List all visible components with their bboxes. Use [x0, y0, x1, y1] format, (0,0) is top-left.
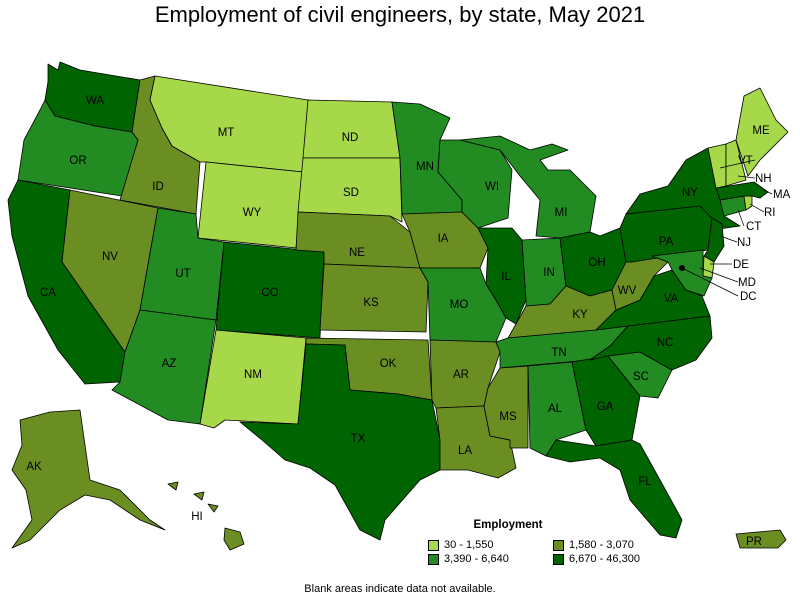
legend-item: 30 - 1,550: [428, 539, 553, 551]
label-RI: RI: [764, 207, 776, 219]
label-IA: IA: [438, 233, 449, 245]
state-AK[interactable]: [11, 409, 166, 549]
hawaii-island-small: [207, 503, 219, 513]
state-ME[interactable]: [735, 87, 789, 177]
legend-label: 1,580 - 3,070: [569, 539, 634, 551]
state-NH[interactable]: [725, 139, 747, 187]
legend-swatch: [428, 539, 439, 551]
label-IL: IL: [501, 271, 511, 283]
legend: Employment 30 - 1,550 1,580 - 3,070 3,39…: [428, 519, 688, 565]
state-MS[interactable]: [483, 365, 529, 449]
label-CT: CT: [746, 221, 761, 233]
label-SD: SD: [343, 187, 359, 199]
legend-swatch: [553, 539, 564, 551]
label-MN: MN: [416, 161, 434, 173]
label-SC: SC: [633, 371, 649, 383]
label-MA: MA: [773, 189, 791, 201]
legend-swatch: [553, 553, 564, 565]
label-WY: WY: [243, 207, 262, 219]
state-IL[interactable]: [477, 227, 527, 325]
legend-grid: 30 - 1,550 1,580 - 3,070 3,390 - 6,640 6…: [428, 539, 688, 565]
label-NM: NM: [244, 369, 262, 381]
label-MT: MT: [218, 127, 235, 139]
label-AR: AR: [453, 369, 469, 381]
label-VT: VT: [738, 155, 753, 167]
label-VA: VA: [664, 293, 679, 305]
state-MD[interactable]: [651, 249, 713, 297]
state-MA[interactable]: [715, 181, 769, 201]
state-WY[interactable]: [197, 161, 304, 249]
label-PA: PA: [659, 236, 674, 248]
label-NH: NH: [755, 173, 772, 185]
label-GA: GA: [597, 401, 614, 413]
label-AL: AL: [548, 403, 563, 415]
label-WI: WI: [485, 181, 499, 193]
state-labels: WA OR CA ID NV MT WY UT AZ CO NM ND SD N…: [26, 95, 790, 548]
label-CO: CO: [261, 287, 278, 299]
label-KY: KY: [572, 309, 588, 321]
state-FL[interactable]: [545, 439, 683, 539]
state-SD[interactable]: [297, 157, 403, 223]
label-AK: AK: [26, 461, 42, 473]
label-KS: KS: [363, 297, 379, 309]
label-NY: NY: [682, 187, 698, 199]
label-NC: NC: [657, 337, 674, 349]
label-OH: OH: [588, 257, 605, 269]
label-CA: CA: [40, 287, 56, 299]
state-AZ[interactable]: [111, 309, 217, 425]
label-DE: DE: [733, 259, 749, 271]
label-MO: MO: [450, 299, 469, 311]
label-ID: ID: [152, 181, 164, 193]
label-PR: PR: [746, 536, 762, 548]
legend-label: 3,390 - 6,640: [444, 553, 509, 565]
label-ND: ND: [342, 132, 359, 144]
map-title: Employment of civil engineers, by state,…: [154, 2, 646, 27]
label-HI: HI: [191, 511, 203, 523]
label-MD: MD: [738, 277, 756, 289]
hawaii-island-small: [193, 491, 205, 501]
label-NJ: NJ: [737, 237, 751, 249]
legend-label: 6,670 - 46,300: [569, 553, 640, 565]
legend-item: 3,390 - 6,640: [428, 553, 553, 565]
label-IN: IN: [543, 267, 555, 279]
label-WA: WA: [86, 95, 104, 107]
legend-title: Employment: [473, 519, 543, 531]
legend-swatch: [428, 553, 439, 565]
label-DC: DC: [740, 291, 757, 303]
label-TX: TX: [351, 433, 366, 445]
state-TX[interactable]: [239, 343, 441, 541]
state-ND[interactable]: [302, 99, 401, 159]
label-NE: NE: [349, 247, 365, 259]
label-MI: MI: [555, 207, 568, 219]
state-PR[interactable]: [735, 529, 787, 549]
legend-item: 6,670 - 46,300: [553, 553, 678, 565]
label-LA: LA: [458, 445, 472, 457]
footnote: Blank areas indicate data not available.: [304, 583, 496, 595]
state-MI[interactable]: [459, 135, 597, 239]
label-AZ: AZ: [162, 358, 177, 370]
label-WV: WV: [618, 285, 637, 297]
label-UT: UT: [175, 268, 190, 280]
label-OK: OK: [380, 358, 397, 370]
state-KS[interactable]: [319, 263, 429, 333]
label-OR: OR: [69, 155, 86, 167]
legend-item: 1,580 - 3,070: [553, 539, 678, 551]
label-MS: MS: [499, 411, 517, 423]
leader-lines: [681, 159, 773, 297]
legend-label: 30 - 1,550: [444, 539, 494, 551]
hawaii-island-small: [167, 481, 179, 491]
state-HI[interactable]: [223, 527, 245, 551]
label-FL: FL: [638, 476, 652, 488]
label-NV: NV: [102, 251, 118, 263]
label-TN: TN: [551, 347, 566, 359]
label-ME: ME: [752, 125, 770, 137]
